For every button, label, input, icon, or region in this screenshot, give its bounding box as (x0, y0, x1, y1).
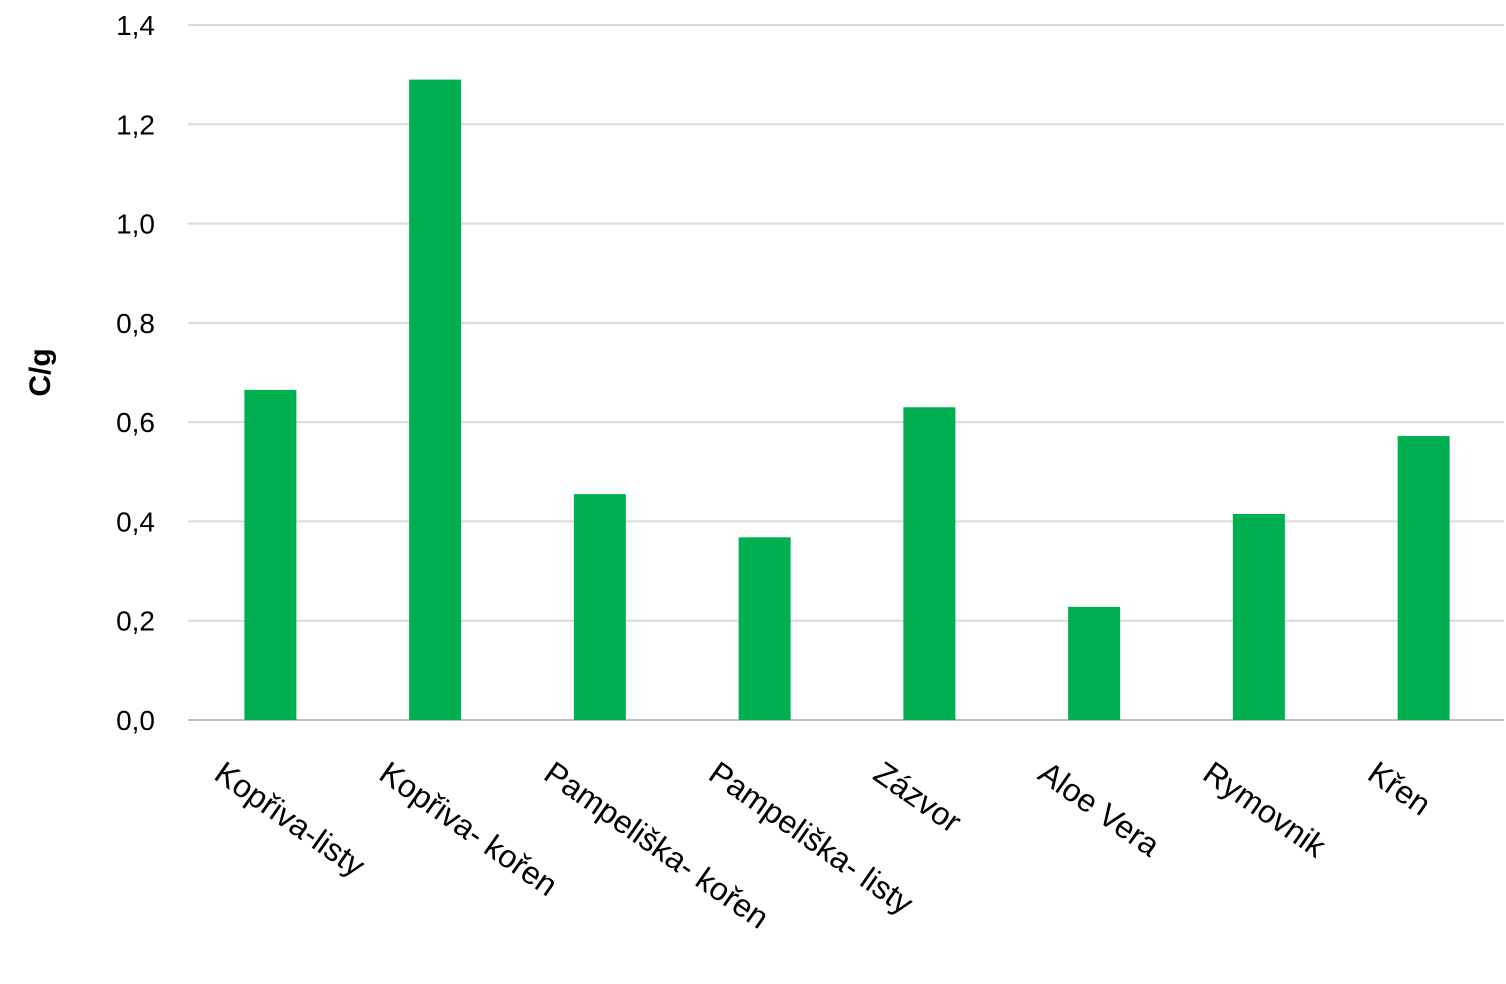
gridlines (188, 24, 1504, 721)
x-category-label: Kopřiva- kořen (373, 754, 564, 903)
y-tick-label: 1,4 (116, 10, 155, 41)
x-category-label: Rymovnik (1197, 754, 1334, 865)
bar (903, 407, 956, 720)
bars (244, 79, 1450, 721)
y-tick-label: 0,4 (116, 506, 155, 537)
y-tick-label: 1,0 (116, 209, 155, 240)
bar (1068, 606, 1121, 720)
y-axis-title: C/g (24, 348, 57, 396)
y-tick-label: 0,8 (116, 308, 155, 339)
bar (573, 494, 626, 720)
bar (738, 537, 791, 720)
bar (1232, 513, 1285, 720)
bar (244, 389, 297, 720)
x-category-label: Aloe Vera (1032, 754, 1166, 863)
bar (409, 79, 462, 721)
y-tick-label: 0,2 (116, 606, 155, 637)
y-tick-label: 0,0 (116, 705, 155, 736)
y-tick-label: 1,2 (116, 109, 155, 140)
y-tick-label: 0,6 (116, 407, 155, 438)
bar (1397, 436, 1450, 720)
y-tick-labels: 0,0 0,2 0,4 0,6 0,8 1,0 1,2 1,4 (116, 10, 155, 736)
x-category-label: Kopřiva-listy (208, 754, 371, 883)
x-category-label: Zázvor (867, 754, 968, 840)
x-category-label: Křen (1362, 754, 1438, 822)
